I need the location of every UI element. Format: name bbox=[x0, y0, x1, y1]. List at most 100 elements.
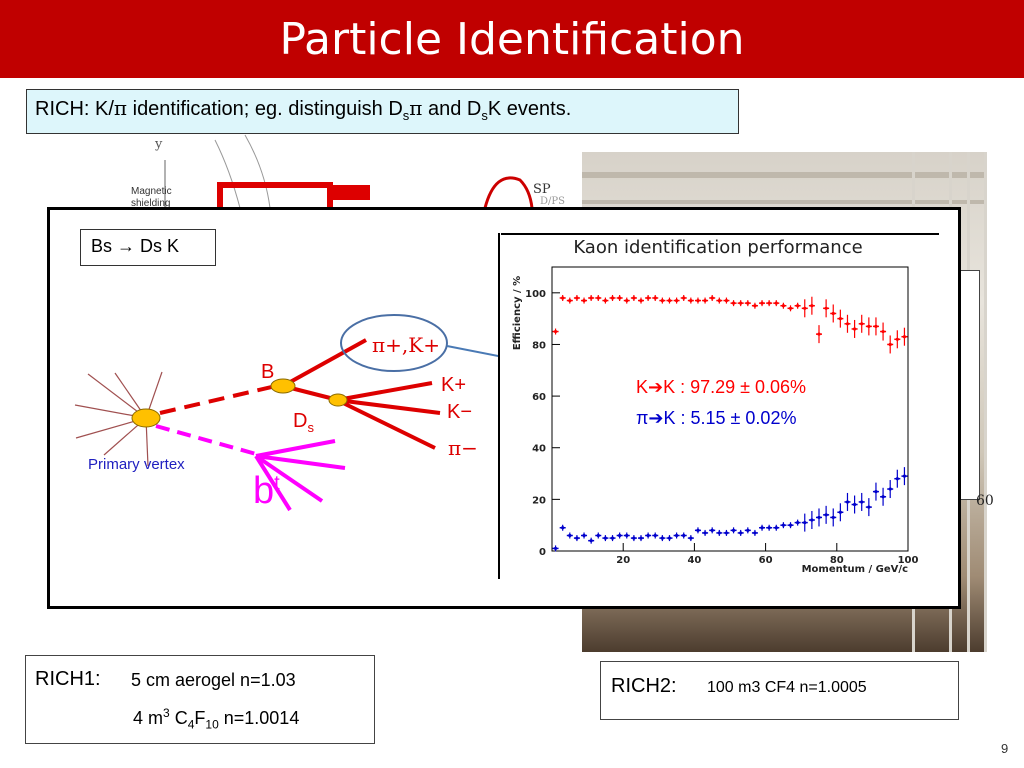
rich1-line2-sup: 3 bbox=[163, 706, 170, 720]
sketch-red-block bbox=[330, 185, 370, 200]
kaon-efficiency-point bbox=[824, 306, 828, 310]
pion-misid-point bbox=[810, 518, 814, 522]
rich1-line2-sub1: 4 bbox=[187, 717, 195, 732]
sketch-dps-label: D/PS bbox=[540, 196, 565, 207]
bt-base: b bbox=[253, 470, 275, 512]
sketch-magnetic-shielding: Magnetic shielding bbox=[131, 186, 172, 209]
pion-misid-point bbox=[881, 495, 885, 499]
pion-misid-point bbox=[689, 536, 693, 540]
kplus-track bbox=[336, 381, 433, 402]
kaon-efficiency-point bbox=[760, 301, 764, 305]
pion-misid-point bbox=[568, 533, 572, 538]
kaon-efficiency-point bbox=[660, 298, 664, 303]
pion-misid-point bbox=[710, 528, 714, 532]
pion-misid-point bbox=[774, 526, 778, 530]
x-tick-label: 100 bbox=[898, 555, 919, 566]
pion-misid-point bbox=[888, 487, 892, 491]
rich-description-box: RICH: K/π identification; eg. distinguis… bbox=[26, 89, 739, 134]
photo-tick-60: 60 bbox=[976, 493, 994, 509]
kaon-efficiency-point bbox=[774, 301, 778, 305]
rich-suffix: K events. bbox=[487, 98, 572, 120]
y-tick-label: 20 bbox=[532, 495, 546, 506]
kaon-efficiency-point bbox=[895, 337, 899, 341]
kaon-efficiency-point bbox=[696, 298, 700, 303]
kaon-efficiency-point bbox=[831, 311, 835, 316]
rich1-heading: RICH1: bbox=[35, 668, 101, 690]
x-tick-label: 80 bbox=[830, 555, 844, 566]
pion-misid-point bbox=[788, 523, 793, 527]
photo-beam bbox=[582, 172, 986, 178]
pion-misid-point bbox=[625, 533, 629, 538]
pion-misid-point bbox=[838, 510, 842, 514]
page-number: 9 bbox=[1001, 741, 1009, 756]
pion-misid-point bbox=[596, 533, 600, 538]
pion-misid-point bbox=[853, 502, 857, 507]
kaon-efficiency-point bbox=[689, 298, 693, 303]
bt-sup: t bbox=[274, 472, 280, 495]
y-tick-label: 60 bbox=[532, 392, 546, 403]
series-group bbox=[552, 294, 908, 552]
pv-track bbox=[87, 373, 147, 419]
pion-misid-point bbox=[902, 474, 907, 478]
pion-misid-point bbox=[639, 536, 643, 540]
kaon-efficiency-point bbox=[610, 296, 615, 300]
kaon-efficiency-point bbox=[603, 298, 607, 303]
pion-misid-point bbox=[610, 536, 615, 540]
kaon-efficiency-point bbox=[767, 301, 771, 305]
pion-misid-point bbox=[739, 531, 743, 535]
btag-flight-line bbox=[155, 424, 257, 456]
rich1-line2-c: F bbox=[194, 708, 206, 728]
kaon-efficiency-point bbox=[739, 301, 743, 305]
pion-misid-point bbox=[845, 500, 850, 504]
kaon-efficiency-point bbox=[803, 306, 807, 310]
pion-misid-point bbox=[724, 531, 729, 535]
kaon-efficiency-point bbox=[568, 298, 572, 303]
pion-misid-point bbox=[731, 528, 736, 532]
decay-channel-label: Bs → Ds K bbox=[80, 229, 216, 266]
pion-misid-point bbox=[618, 533, 622, 538]
btag-tracks bbox=[254, 439, 346, 512]
pion-misid-point bbox=[767, 526, 771, 530]
kaon-efficiency-point bbox=[632, 296, 636, 300]
plot-background bbox=[498, 233, 941, 579]
x-tick-group: 20 40 60 80 100 bbox=[616, 543, 918, 566]
kaon-efficiency-point bbox=[682, 296, 686, 300]
pion-misid-point bbox=[675, 533, 679, 538]
rich1-line2-d: n=1.0014 bbox=[218, 708, 300, 728]
slide-title: Particle Identification bbox=[279, 14, 745, 65]
pion-misid-annotation: π➔K : 5.15 ± 0.02% bbox=[636, 408, 797, 428]
kaon-efficiency-point bbox=[888, 342, 892, 347]
subscript-s: s bbox=[481, 108, 488, 123]
kaon-efficiency-point bbox=[845, 322, 850, 326]
pion-misid-point bbox=[575, 536, 579, 540]
kaon-efficiency-point bbox=[653, 296, 657, 300]
pion-misid-point bbox=[895, 477, 899, 481]
y-tick-label: 40 bbox=[532, 444, 546, 455]
kaon-id-plot: Kaon identification performance 20 40 60 80… bbox=[498, 233, 941, 579]
kaon-efficiency-point bbox=[639, 298, 643, 303]
y-axis-label: Efficiency / % bbox=[512, 276, 523, 350]
x-tick-label: 60 bbox=[759, 555, 773, 566]
pi-symbol: π bbox=[409, 96, 423, 120]
pion-misid-point bbox=[703, 531, 707, 535]
kminus-label: K− bbox=[447, 401, 473, 423]
pion-misid-point bbox=[831, 515, 835, 520]
kminus-track bbox=[336, 398, 441, 415]
x-tick-label: 20 bbox=[616, 555, 630, 566]
piminus-track bbox=[336, 398, 436, 450]
pion-misid-point bbox=[653, 533, 657, 538]
pion-misid-point bbox=[553, 546, 558, 551]
rich2-heading: RICH2: bbox=[611, 675, 677, 697]
kaon-efficiency-point bbox=[796, 304, 800, 308]
pion-misid-point bbox=[803, 521, 807, 525]
plot-frame bbox=[551, 266, 909, 552]
pion-misid-point bbox=[682, 533, 686, 538]
ds-label-sub: s bbox=[307, 420, 314, 435]
btag-track bbox=[255, 439, 336, 458]
kaon-efficiency-point bbox=[817, 332, 821, 336]
rich2-line1: 100 m3 CF4 n=1.0005 bbox=[707, 679, 867, 696]
subscript-s: s bbox=[402, 108, 410, 123]
y-tick-label: 80 bbox=[532, 340, 546, 351]
photo-beam bbox=[582, 200, 986, 204]
